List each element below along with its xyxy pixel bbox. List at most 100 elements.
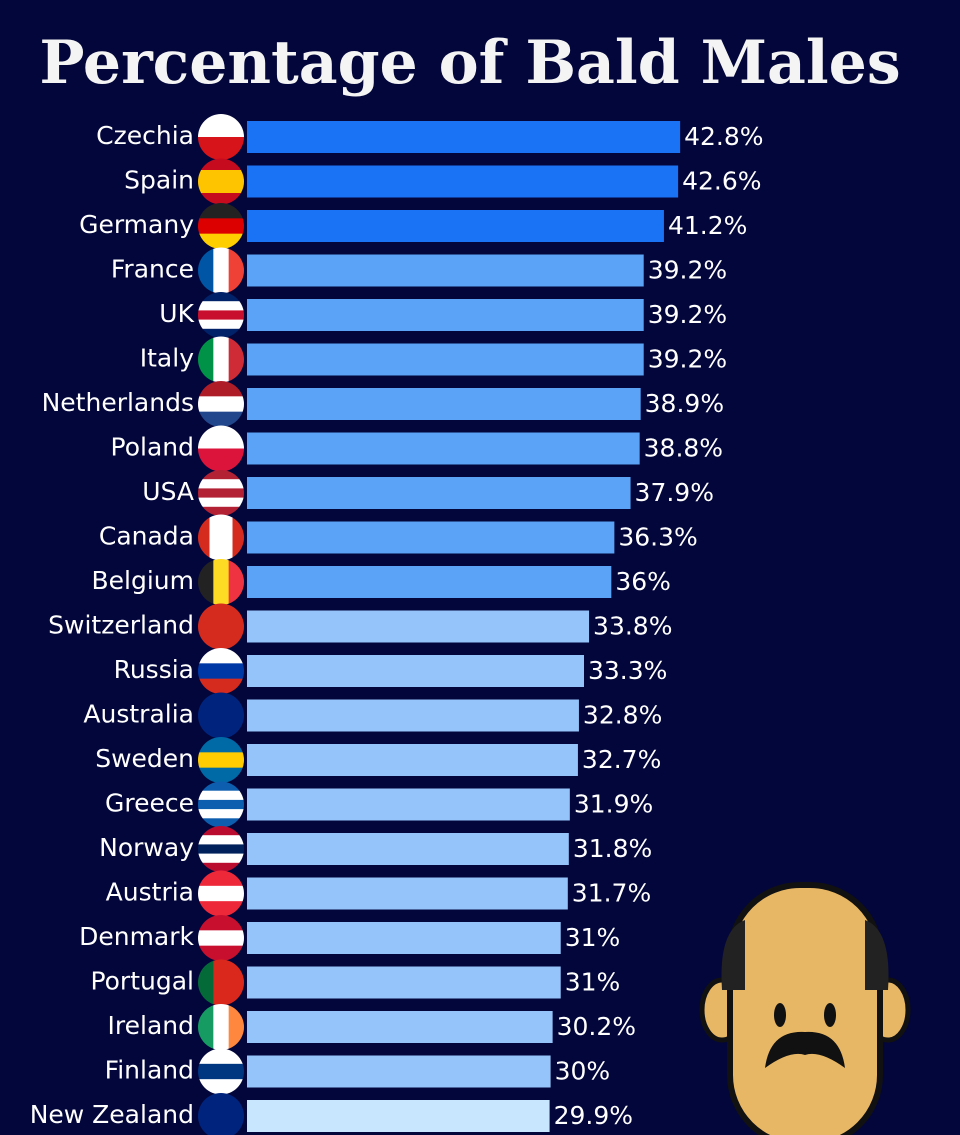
flag-stripe xyxy=(198,1063,244,1080)
flag-stripe xyxy=(198,930,244,947)
value-label: 38.9% xyxy=(645,389,724,418)
bar xyxy=(247,121,681,153)
value-label: 36% xyxy=(615,567,671,596)
flag xyxy=(198,336,244,383)
flag-stripe xyxy=(209,514,222,561)
category-label: Spain xyxy=(124,166,194,195)
bar xyxy=(247,1100,550,1132)
bar xyxy=(247,788,570,821)
flag-stripe xyxy=(198,844,244,855)
flag-stripe xyxy=(198,603,244,650)
category-label: Russia xyxy=(114,655,194,684)
category-label: France xyxy=(111,255,194,284)
flag xyxy=(198,559,244,605)
bar xyxy=(247,566,612,598)
category-label: Belgium xyxy=(92,566,195,595)
flag-stripe xyxy=(198,114,244,138)
value-label: 33.8% xyxy=(593,612,672,641)
value-label: 31% xyxy=(565,923,621,952)
flag xyxy=(198,1048,244,1095)
flag-stripe xyxy=(198,247,214,294)
value-label: 32.7% xyxy=(582,745,661,774)
category-label: Switzerland xyxy=(48,611,194,640)
flag xyxy=(198,826,244,872)
flag-stripe xyxy=(198,692,244,739)
flag-stripe xyxy=(198,425,244,449)
flag-stripe xyxy=(198,181,244,194)
category-label: New Zealand xyxy=(30,1100,194,1129)
flag-stripe xyxy=(198,292,244,302)
flag-stripe xyxy=(198,752,244,769)
category-label: Canada xyxy=(99,522,194,551)
flag-stripe xyxy=(198,479,244,489)
flag-stripe xyxy=(198,488,244,499)
flag-stripe xyxy=(198,1004,214,1050)
bar xyxy=(247,210,664,242)
flag-stripe xyxy=(213,959,230,1006)
value-label: 42.6% xyxy=(682,167,761,196)
flag-stripe xyxy=(198,853,244,864)
value-label: 31.8% xyxy=(573,834,652,863)
flag-stripe xyxy=(198,1093,244,1135)
category-label: Greece xyxy=(105,789,194,818)
bar xyxy=(247,655,584,687)
value-label: 39.2% xyxy=(648,345,727,374)
flag xyxy=(198,470,244,516)
value-label: 31.9% xyxy=(574,790,653,819)
flag xyxy=(198,781,244,828)
flag xyxy=(198,603,244,650)
flag-stripe xyxy=(198,799,244,810)
flag-stripe xyxy=(198,381,244,397)
category-label: Austria xyxy=(106,878,194,907)
flag-stripe xyxy=(198,809,244,819)
flag xyxy=(198,692,244,739)
flag-stripe xyxy=(198,915,244,931)
flag-stripe xyxy=(198,648,244,664)
bar xyxy=(247,1011,553,1043)
flag-stripe xyxy=(198,411,244,427)
flag-stripe xyxy=(198,826,244,836)
flag-stripe xyxy=(228,1004,244,1050)
bar xyxy=(247,254,644,287)
flag xyxy=(198,870,244,917)
flag-stripe xyxy=(198,137,244,160)
value-label: 36.3% xyxy=(618,523,697,552)
category-label: Australia xyxy=(83,700,194,729)
flag-stripe xyxy=(198,663,244,680)
bar xyxy=(247,922,561,954)
category-label: USA xyxy=(142,477,194,506)
bar xyxy=(247,699,579,732)
flag-stripe xyxy=(198,1048,244,1065)
flag-stripe xyxy=(213,559,230,605)
flag-stripe xyxy=(198,301,244,311)
flag-stripe xyxy=(198,328,244,338)
value-label: 37.9% xyxy=(635,478,714,507)
flag-stripe xyxy=(198,506,244,516)
category-label: Poland xyxy=(111,433,194,462)
flag-stripe xyxy=(228,336,244,383)
flag-stripe xyxy=(198,497,244,508)
value-label: 39.2% xyxy=(648,256,727,285)
value-label: 31% xyxy=(565,968,621,997)
bar xyxy=(247,833,569,865)
category-label: Sweden xyxy=(95,744,194,773)
bars: Czechia 42.8% Spain 42.6% Germany 41.2% France… xyxy=(30,114,764,1135)
flag-stripe xyxy=(198,319,244,330)
flag-stripe xyxy=(198,818,244,828)
flag-stripe xyxy=(198,781,244,792)
bar xyxy=(247,610,590,643)
flag xyxy=(198,648,244,694)
category-label: Netherlands xyxy=(42,388,194,417)
flag-stripe xyxy=(198,767,244,783)
bar xyxy=(247,477,631,509)
flag-stripe xyxy=(198,678,244,694)
bar xyxy=(247,343,644,376)
bald-man-illustration xyxy=(699,882,911,1135)
flag xyxy=(198,915,244,961)
bar xyxy=(247,966,561,999)
flag-stripe xyxy=(213,336,230,383)
bar xyxy=(247,299,644,331)
flag-stripe xyxy=(198,310,244,321)
value-label: 31.7% xyxy=(572,879,651,908)
